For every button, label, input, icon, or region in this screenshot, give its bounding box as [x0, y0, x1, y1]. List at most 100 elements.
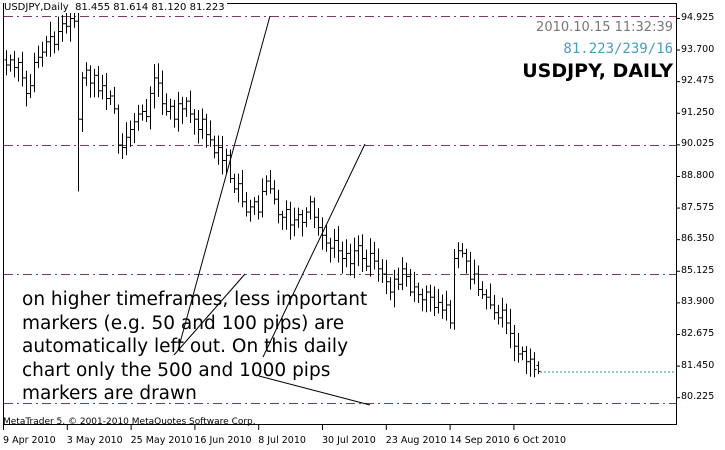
ohlc-bar — [532, 352, 537, 378]
chart-header: USDJPY,Daily 81.455 81.614 81.120 81.223 — [4, 2, 227, 13]
ohlc-values: 81.455 81.614 81.120 81.223 — [75, 2, 225, 13]
ohlc-bar — [392, 269, 397, 308]
ohlc-bar — [460, 243, 465, 258]
ohlc-bar — [472, 259, 477, 285]
ohlc-bar — [48, 21, 53, 57]
ohlc-bar — [100, 74, 105, 100]
ohlc-bar — [120, 133, 125, 159]
symbol-period: USDJPY,Daily — [4, 2, 69, 13]
x-tick-label: 23 Aug 2010 — [385, 435, 447, 446]
ohlc-bar — [380, 259, 385, 284]
ohlc-bar — [516, 333, 521, 363]
price-axis — [3, 17, 680, 430]
ohlc-bar — [84, 62, 89, 86]
ohlc-bar — [12, 50, 17, 78]
ohlc-bar — [152, 64, 157, 109]
ohlc-bar — [464, 248, 469, 274]
ohlc-bar — [32, 52, 37, 93]
ohlc-bar — [396, 267, 401, 290]
ohlc-bar — [452, 249, 457, 330]
ohlc-bar — [416, 282, 421, 304]
ohlc-bar — [476, 265, 481, 296]
ohlc-bar — [432, 286, 437, 317]
ohlc-bar — [408, 269, 413, 297]
x-tick-label: 14 Sep 2010 — [449, 435, 510, 446]
ohlc-bar — [520, 346, 525, 361]
ohlc-bar — [512, 325, 517, 362]
ohlc-bar — [424, 285, 429, 313]
y-tick-label: 92.475 — [681, 75, 715, 87]
ohlc-bar — [124, 122, 129, 156]
ohlc-bar — [96, 66, 101, 98]
price-label: 81.223∕239∕16 — [563, 41, 673, 57]
ohlc-bar — [40, 41, 45, 67]
ohlc-bar — [64, 12, 69, 34]
y-tick-label: 91.250 — [681, 106, 715, 118]
ohlc-bar — [16, 57, 21, 82]
ohlc-bar — [112, 86, 117, 114]
ohlc-bar — [36, 45, 41, 69]
y-tick-label: 82.675 — [681, 327, 715, 339]
y-tick-label: 83.900 — [681, 296, 715, 308]
ohlc-bar — [500, 297, 505, 328]
ohlc-bar — [420, 288, 425, 312]
ohlc-bar — [508, 308, 513, 349]
ohlc-bar — [76, 10, 81, 192]
ohlc-bar — [412, 271, 417, 302]
ohlc-bar — [28, 74, 33, 99]
ohlc-bar — [440, 294, 445, 319]
ohlc-bar — [20, 51, 25, 87]
ohlc-bar — [484, 289, 489, 310]
y-tick-label: 90.025 — [681, 138, 715, 150]
ohlc-bar — [4, 50, 9, 76]
ohlc-bar — [488, 283, 493, 310]
ohlc-bar — [116, 104, 121, 154]
ohlc-bar — [148, 86, 153, 130]
ohlc-bar — [372, 241, 377, 270]
ohlc-bar — [172, 99, 177, 128]
ohlc-bar — [88, 65, 93, 98]
ohlc-bar — [168, 98, 173, 120]
x-tick-label: 6 Oct 2010 — [513, 435, 567, 446]
y-tick-label: 88.800 — [681, 169, 715, 181]
ohlc-bar — [444, 290, 449, 321]
ohlc-bar — [524, 345, 529, 374]
ohlc-bar — [136, 104, 141, 131]
y-tick-label: 85.125 — [681, 264, 715, 276]
ohlc-bar — [44, 35, 49, 57]
ohlc-bar — [52, 31, 57, 54]
ohlc-bar — [468, 251, 473, 290]
ohlc-bar — [144, 98, 149, 123]
x-tick-label: 30 Jul 2010 — [322, 435, 376, 446]
ohlc-bar — [60, 15, 65, 42]
symbol-title: USDJPY, DAILY — [522, 60, 673, 82]
x-tick-label: 8 Jul 2010 — [258, 435, 306, 446]
copyright-label: MetaTrader 5, © 2001-2010 MetaQuotes Sof… — [3, 417, 256, 427]
x-tick-label: 16 Jun 2010 — [194, 435, 252, 446]
ohlc-bar — [384, 259, 389, 294]
y-tick-label: 81.450 — [681, 359, 715, 371]
x-tick-label: 25 May 2010 — [130, 435, 193, 446]
ohlc-bar — [164, 93, 169, 116]
ohlc-bar — [428, 284, 433, 312]
ohlc-bar — [128, 120, 133, 147]
ohlc-bar — [92, 68, 97, 98]
y-tick-label: 80.225 — [681, 391, 715, 403]
x-tick-label: 9 Apr 2010 — [3, 435, 56, 446]
ohlc-bar — [24, 70, 29, 107]
y-tick-label: 86.350 — [681, 233, 715, 245]
ohlc-bar — [456, 242, 461, 269]
ohlc-bar — [80, 72, 85, 133]
datetime-label: 2010.10.15 11:32:39 — [536, 20, 673, 35]
ohlc-bar — [528, 348, 533, 377]
ohlc-bar — [492, 294, 497, 320]
ohlc-bar — [156, 63, 161, 97]
x-tick-label: 3 May 2010 — [66, 435, 123, 446]
ohlc-bar — [400, 257, 405, 291]
ohlc-bar — [132, 112, 137, 144]
y-tick-label: 93.700 — [681, 43, 715, 55]
ohlc-bar — [104, 72, 109, 111]
ohlc-bar — [56, 16, 61, 51]
ohlc-bar — [8, 54, 13, 72]
ohlc-bar — [448, 300, 453, 329]
